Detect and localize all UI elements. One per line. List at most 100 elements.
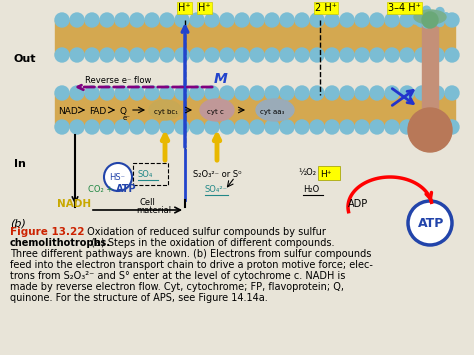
Circle shape [325,13,339,27]
Circle shape [400,48,414,62]
Circle shape [55,13,69,27]
Circle shape [115,48,129,62]
Text: HS⁻: HS⁻ [109,173,125,182]
Bar [318,166,340,180]
Circle shape [370,13,384,27]
Circle shape [385,48,399,62]
Circle shape [205,120,219,134]
Circle shape [160,48,174,62]
Text: NADH: NADH [57,199,91,209]
Text: M: M [214,72,228,86]
Text: Cell: Cell [140,198,156,207]
Circle shape [415,86,429,100]
Circle shape [104,163,132,191]
Circle shape [295,120,309,134]
Circle shape [160,86,174,100]
Circle shape [115,86,129,100]
Circle shape [385,86,399,100]
Circle shape [160,120,174,134]
Circle shape [295,86,309,100]
Circle shape [355,86,369,100]
Text: In: In [14,159,26,169]
Circle shape [70,86,84,100]
Circle shape [175,48,189,62]
Circle shape [160,13,174,27]
Circle shape [280,48,294,62]
Text: e⁻: e⁻ [123,115,131,121]
Circle shape [265,86,279,100]
Circle shape [430,86,444,100]
Text: H⁺: H⁺ [320,170,331,179]
Circle shape [85,86,99,100]
Text: quinone. For the structure of APS, see Figure 14.14a.: quinone. For the structure of APS, see F… [10,293,268,303]
Circle shape [400,86,414,100]
Text: made by reverse electron flow. Cyt, cytochrome; FP, flavoprotein; Q,: made by reverse electron flow. Cyt, cyto… [10,282,344,292]
Circle shape [415,120,429,134]
Circle shape [265,13,279,27]
Circle shape [175,86,189,100]
Circle shape [55,48,69,62]
Circle shape [250,120,264,134]
Circle shape [235,86,249,100]
Circle shape [190,120,204,134]
Circle shape [445,86,459,100]
Circle shape [280,120,294,134]
Circle shape [85,13,99,27]
Circle shape [411,10,419,18]
Circle shape [205,86,219,100]
Circle shape [220,13,234,27]
Text: SO₄: SO₄ [138,170,154,179]
Circle shape [250,13,264,27]
Text: H₂O: H₂O [303,185,319,194]
Circle shape [280,13,294,27]
Circle shape [70,120,84,134]
Circle shape [250,48,264,62]
Bar [422,17,438,127]
Text: Out: Out [14,54,36,64]
Circle shape [310,48,324,62]
Text: (a) Steps in the oxidation of different compounds.: (a) Steps in the oxidation of different … [88,238,335,248]
Text: H⁺: H⁺ [178,3,191,13]
Circle shape [422,12,438,28]
Circle shape [400,120,414,134]
Circle shape [280,86,294,100]
Text: NAD: NAD [58,107,78,116]
Circle shape [175,13,189,27]
Text: FAD: FAD [89,107,106,116]
Text: Three different pathways are known. (b) Electrons from sulfur compounds: Three different pathways are known. (b) … [10,249,371,259]
Text: ½O₂: ½O₂ [298,168,316,177]
Circle shape [115,13,129,27]
Circle shape [430,13,444,27]
Circle shape [310,120,324,134]
Text: ATP: ATP [116,184,137,194]
Circle shape [100,13,114,27]
Circle shape [220,48,234,62]
Circle shape [430,48,444,62]
Circle shape [340,86,354,100]
Circle shape [385,13,399,27]
Text: 3–4 H⁺: 3–4 H⁺ [388,3,421,13]
Circle shape [370,120,384,134]
Circle shape [85,48,99,62]
Circle shape [415,13,429,27]
Circle shape [175,120,189,134]
Circle shape [340,120,354,134]
Circle shape [370,48,384,62]
Circle shape [130,120,144,134]
Circle shape [355,120,369,134]
Circle shape [430,120,444,134]
Circle shape [400,13,414,27]
Text: cyt bc₁: cyt bc₁ [154,109,178,115]
Circle shape [115,120,129,134]
Circle shape [145,48,159,62]
Circle shape [190,13,204,27]
Circle shape [355,13,369,27]
Bar [55,20,455,55]
Circle shape [408,201,452,245]
Circle shape [250,86,264,100]
Circle shape [422,20,430,28]
Circle shape [325,86,339,100]
Circle shape [385,120,399,134]
Circle shape [145,13,159,27]
Ellipse shape [200,99,234,121]
